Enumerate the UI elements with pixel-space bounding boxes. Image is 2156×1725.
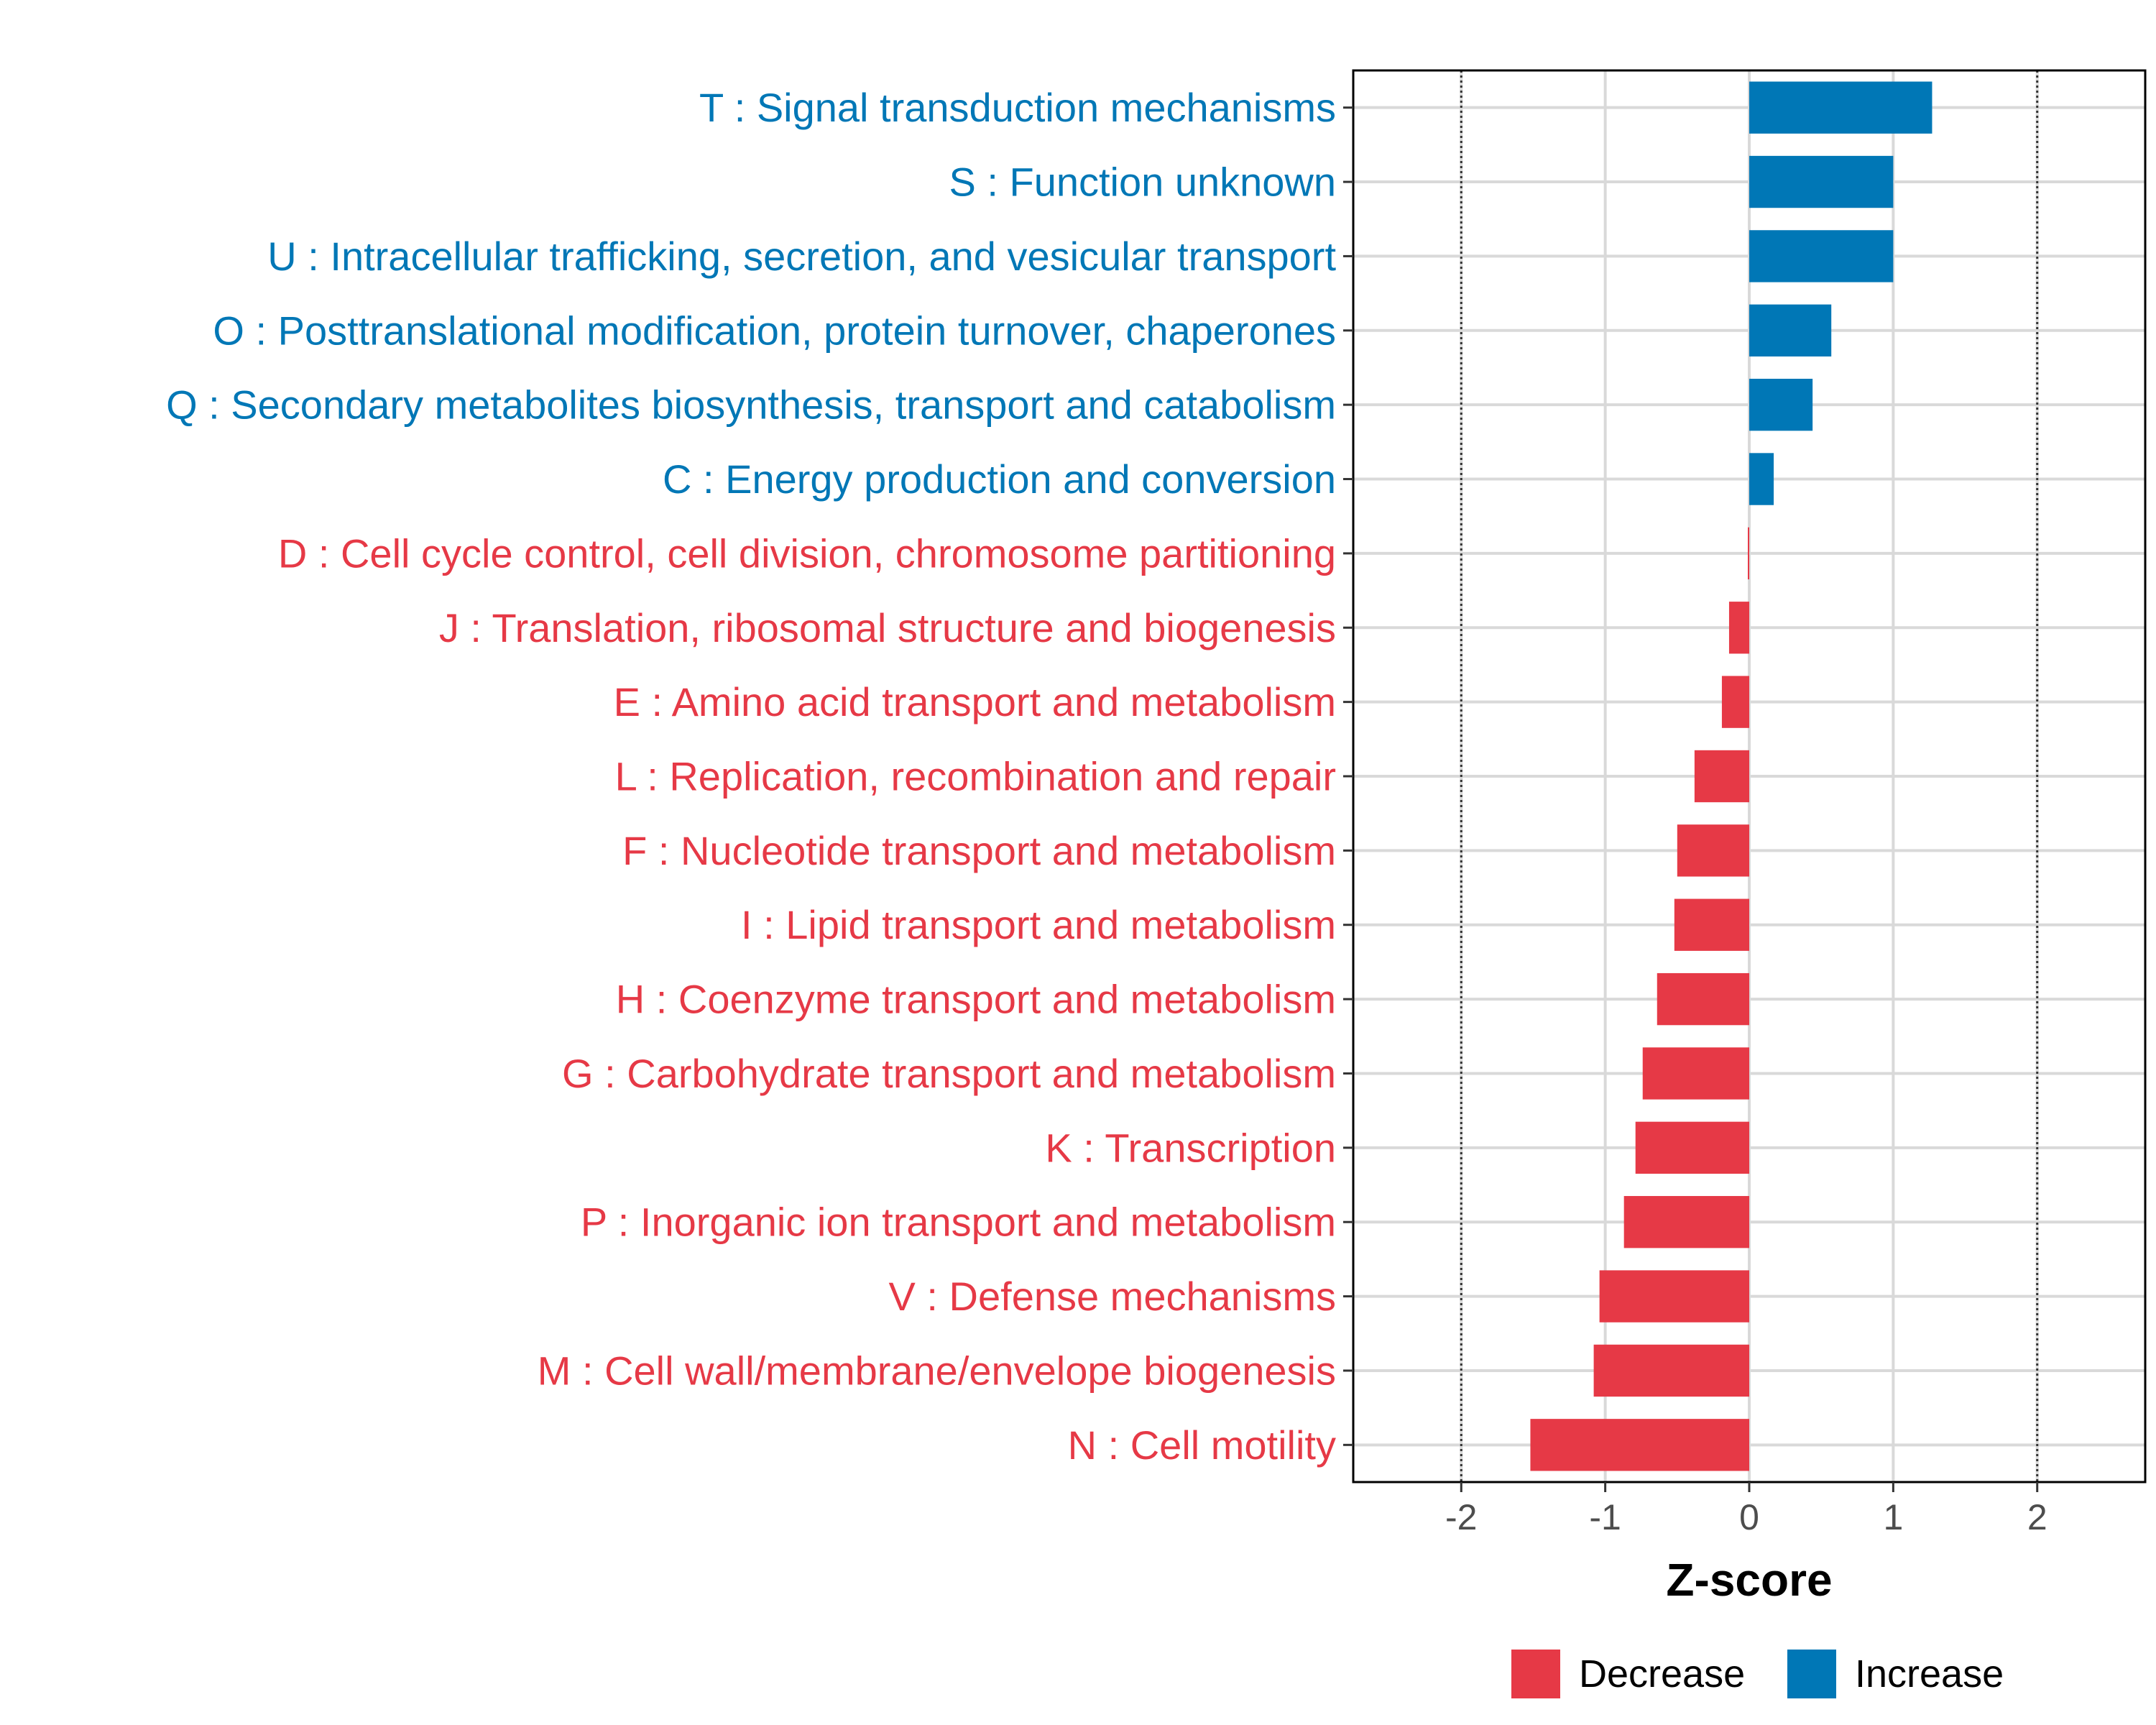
bar-layer — [1530, 81, 1932, 1471]
bar — [1694, 750, 1749, 803]
legend-swatch — [1787, 1650, 1836, 1698]
bar — [1674, 898, 1749, 951]
bar — [1530, 1419, 1749, 1471]
x-axis-title: Z-score — [1666, 1554, 1832, 1606]
y-tick-label: D : Cell cycle control, cell division, c… — [278, 530, 1336, 576]
x-tick-label: 1 — [1883, 1497, 1903, 1537]
y-tick-label: H : Coenzyme transport and metabolism — [616, 977, 1336, 1022]
bar — [1749, 155, 1894, 208]
bar — [1599, 1270, 1749, 1322]
y-tick-label: U : Intracellular trafficking, secretion… — [267, 234, 1336, 279]
bar — [1623, 1196, 1749, 1248]
y-tick-label: O : Posttranslational modification, prot… — [213, 308, 1336, 353]
y-tick-label: S : Function unknown — [949, 160, 1336, 205]
y-tick-label: P : Inorganic ion transport and metaboli… — [581, 1200, 1336, 1245]
y-tick-label: C : Energy production and conversion — [663, 456, 1336, 502]
bar — [1749, 230, 1894, 282]
y-tick-label: I : Lipid transport and metabolism — [741, 902, 1336, 947]
legend-swatch — [1511, 1650, 1560, 1698]
x-tick-label: -1 — [1589, 1497, 1621, 1537]
y-tick-label: V : Defense mechanisms — [889, 1274, 1336, 1319]
y-tick-label: K : Transcription — [1045, 1125, 1336, 1170]
bar — [1635, 1121, 1749, 1174]
x-tick-label: 2 — [2027, 1497, 2047, 1537]
bar — [1642, 1047, 1749, 1100]
x-axis: -2 -1 0 1 2 — [1445, 1482, 2047, 1537]
bar — [1749, 453, 1774, 505]
legend-label: Increase — [1855, 1652, 2004, 1696]
legend-label: Decrease — [1579, 1652, 1745, 1696]
bar — [1749, 81, 1932, 134]
y-tick-label: L : Replication, recombination and repai… — [615, 754, 1336, 799]
y-tick-label: F : Nucleotide transport and metabolism — [622, 828, 1336, 873]
bar — [1749, 304, 1832, 356]
y-tick-label: T : Signal transduction mechanisms — [699, 85, 1336, 130]
y-tick-label: G : Carbohydrate transport and metabolis… — [562, 1051, 1336, 1096]
bar — [1747, 527, 1749, 580]
bar — [1728, 602, 1749, 654]
bar — [1677, 824, 1749, 877]
y-tick-label: M : Cell wall/membrane/envelope biogenes… — [538, 1348, 1336, 1393]
y-tick-label: E : Amino acid transport and metabolism — [614, 679, 1336, 724]
y-tick-label: Q : Secondary metabolites biosynthesis, … — [166, 382, 1336, 428]
y-tick-label: J : Translation, ribosomal structure and… — [439, 605, 1336, 650]
x-tick-label: 0 — [1739, 1497, 1759, 1537]
bar — [1749, 378, 1813, 431]
bar — [1593, 1344, 1749, 1397]
bar — [1657, 972, 1749, 1026]
x-tick-label: -2 — [1445, 1497, 1477, 1537]
bar — [1721, 676, 1749, 728]
y-axis: T : Signal transduction mechanisms S : Fu… — [166, 85, 1353, 1468]
legend: Decrease Increase — [1511, 1650, 2004, 1698]
y-tick-label: N : Cell motility — [1068, 1422, 1336, 1468]
